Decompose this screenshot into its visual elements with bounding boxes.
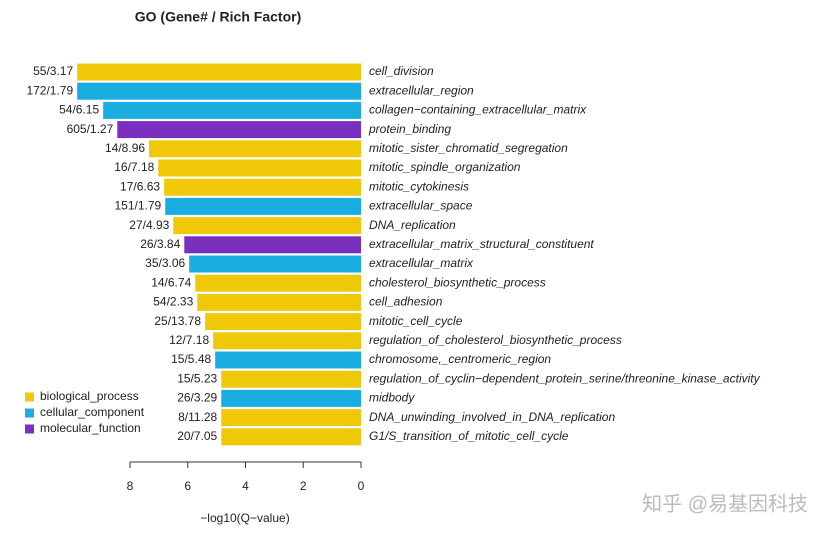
legend-swatch (25, 424, 34, 434)
x-axis-title: −log10(Q−value) (200, 511, 289, 525)
bar (158, 159, 361, 177)
category-label: cholesterol_biosynthetic_process (369, 275, 546, 289)
x-tick-label: 2 (300, 479, 307, 493)
category-label: extracellular_matrix (369, 256, 474, 270)
bar (221, 370, 361, 388)
category-label: cell_adhesion (369, 295, 443, 309)
bar-label: 14/6.74 (151, 275, 191, 289)
bar (117, 121, 361, 139)
category-label: regulation_of_cholesterol_biosynthetic_p… (369, 333, 622, 347)
category-label: midbody (369, 391, 415, 405)
bar (189, 255, 361, 273)
bar (195, 274, 361, 292)
bar-label: 15/5.23 (177, 371, 217, 385)
category-label: extracellular_region (369, 83, 474, 97)
bar (221, 428, 361, 446)
category-label: collagen−containing_extracellular_matrix (369, 103, 587, 117)
x-tick-label: 0 (358, 479, 365, 493)
legend-label: molecular_function (40, 421, 141, 435)
category-label: G1/S_transition_of_mitotic_cell_cycle (369, 429, 569, 443)
category-label: mitotic_sister_chromatid_segregation (369, 141, 568, 155)
bar-label: 17/6.63 (120, 179, 160, 193)
category-label: mitotic_cytokinesis (369, 179, 469, 193)
legend-label: cellular_component (40, 405, 145, 419)
bar (173, 217, 361, 235)
bar (149, 140, 361, 158)
legend-label: biological_process (40, 389, 139, 403)
bar-label: 15/5.48 (171, 352, 211, 366)
bar (165, 197, 361, 215)
bar (215, 351, 361, 369)
bar-label: 26/3.29 (177, 391, 217, 405)
bar-label: 25/13.78 (154, 314, 201, 328)
bar-label: 54/6.15 (59, 103, 99, 117)
bar-label: 55/3.17 (33, 64, 73, 78)
bar-label: 16/7.18 (114, 160, 154, 174)
bar-label: 8/11.28 (178, 410, 217, 424)
bar (213, 332, 361, 350)
category-label: cell_division (369, 64, 434, 78)
category-label: DNA_replication (369, 218, 456, 232)
bar-label: 20/7.05 (177, 429, 217, 443)
bar-label: 151/1.79 (115, 199, 162, 213)
bar (77, 63, 361, 81)
category-label: regulation_of_cyclin−dependent_protein_s… (369, 371, 761, 385)
category-label: protein_binding (368, 122, 451, 136)
category-label: chromosome,_centromeric_region (369, 352, 551, 366)
bar-label: 605/1.27 (67, 122, 114, 136)
x-tick-label: 4 (242, 479, 249, 493)
category-label: DNA_unwinding_involved_in_DNA_replicatio… (369, 410, 615, 424)
bar (164, 178, 361, 196)
category-label: mitotic_cell_cycle (369, 314, 463, 328)
bar (221, 409, 361, 427)
bar (197, 293, 361, 311)
bar-label: 12/7.18 (169, 333, 209, 347)
bar-label: 14/8.96 (105, 141, 145, 155)
bar (205, 313, 361, 331)
bar-label: 26/3.84 (140, 237, 180, 251)
bar (184, 236, 361, 254)
category-label: extracellular_matrix_structural_constitu… (369, 237, 594, 251)
legend-swatch (25, 408, 34, 418)
legend-swatch (25, 392, 34, 402)
bar (77, 82, 361, 100)
watermark: 知乎 @易基因科技 (642, 492, 808, 515)
category-label: mitotic_spindle_organization (369, 160, 521, 174)
chart-title: GO (Gene# / Rich Factor) (135, 9, 301, 25)
bar-label: 172/1.79 (26, 83, 73, 97)
bar-label: 27/4.93 (129, 218, 169, 232)
category-label: extracellular_space (369, 199, 473, 213)
x-tick-label: 6 (184, 479, 191, 493)
bar (103, 101, 362, 119)
bar-label: 35/3.06 (145, 256, 185, 270)
bar (221, 389, 361, 407)
bar-label: 54/2.33 (153, 295, 193, 309)
x-tick-label: 8 (127, 479, 134, 493)
